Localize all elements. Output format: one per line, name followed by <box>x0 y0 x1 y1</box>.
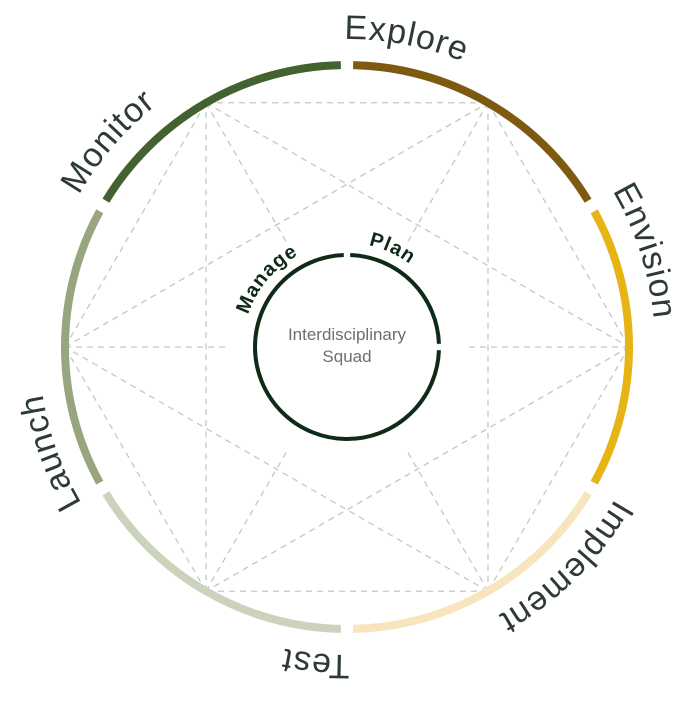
connector-hexagon-edge <box>487 102 630 348</box>
connector-star-line <box>64 346 489 592</box>
inner-label-plan: Plan <box>367 229 420 269</box>
stage-label-test: Test <box>278 641 350 685</box>
stage-label-explore: Explore <box>344 9 474 70</box>
connector-lines <box>64 102 630 592</box>
connector-star-line <box>205 346 630 592</box>
stage-segment-implement <box>353 491 592 633</box>
connector-spoke <box>205 452 287 592</box>
connector-spoke <box>407 452 489 592</box>
inner-ring-arc-plan <box>350 253 441 344</box>
stage-segment-launch <box>61 209 104 485</box>
outer-ring-segments <box>61 61 633 633</box>
connector-star-line <box>205 102 630 348</box>
connector-hexagon-edge <box>64 346 207 592</box>
center-label-line1: Interdisciplinary <box>288 325 407 344</box>
stage-segment-envision <box>590 209 633 485</box>
stage-segment-explore <box>353 61 592 203</box>
connector-star-line <box>64 102 489 348</box>
stage-label-launch: Launch <box>13 392 89 518</box>
connector-spoke <box>407 102 489 242</box>
stage-segment-test <box>102 491 341 633</box>
stage-segment-monitor <box>102 61 341 203</box>
inner-ring-arc-main <box>253 253 441 441</box>
connector-hexagon-edge <box>487 346 630 592</box>
connector-spoke <box>205 102 287 242</box>
center-label-line2: Squad <box>322 347 371 366</box>
connector-hexagon-edge <box>64 102 207 348</box>
stage-label-envision: Envision <box>606 176 684 320</box>
stage-label-monitor: Monitor <box>53 81 162 199</box>
